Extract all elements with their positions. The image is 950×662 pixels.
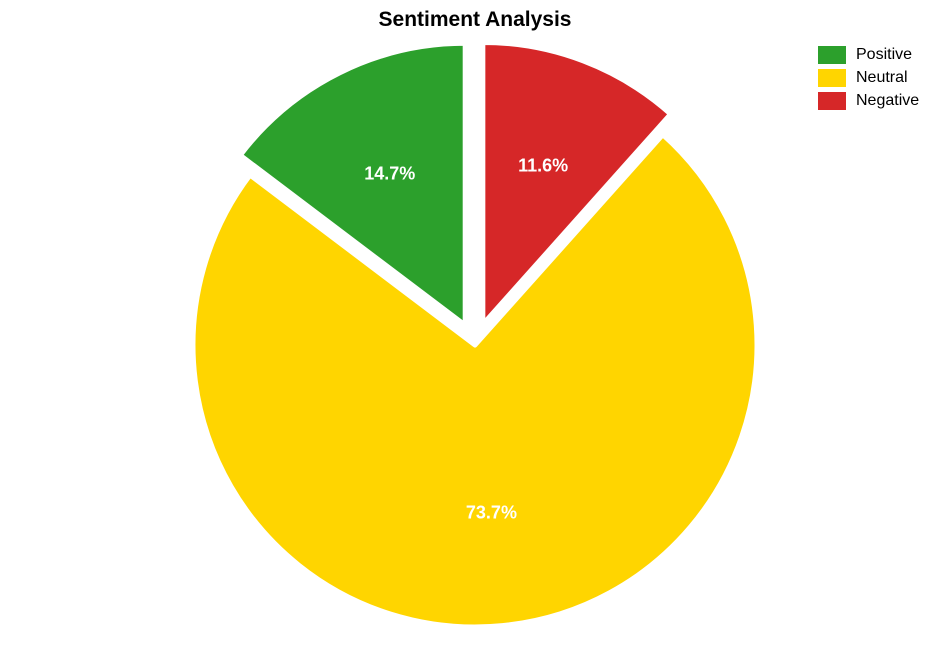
sentiment-pie-chart: Sentiment Analysis PositiveNeutralNegati… — [0, 0, 950, 662]
legend-label-negative: Negative — [856, 92, 919, 110]
legend-label-neutral: Neutral — [856, 69, 908, 87]
legend-label-positive: Positive — [856, 46, 912, 64]
pie-svg — [0, 0, 950, 662]
legend-item-neutral: Neutral — [818, 69, 919, 87]
legend-item-negative: Negative — [818, 92, 919, 110]
legend-swatch-negative — [818, 92, 846, 110]
slice-label-positive: 14.7% — [364, 163, 415, 184]
legend: Positive Neutral Negative — [818, 46, 919, 115]
pie-slice-neutral — [193, 135, 757, 627]
legend-item-positive: Positive — [818, 46, 919, 64]
legend-swatch-positive — [818, 46, 846, 64]
slice-label-negative: 11.6% — [518, 156, 568, 177]
slice-label-neutral: 73.7% — [466, 503, 517, 524]
legend-swatch-neutral — [818, 69, 846, 87]
